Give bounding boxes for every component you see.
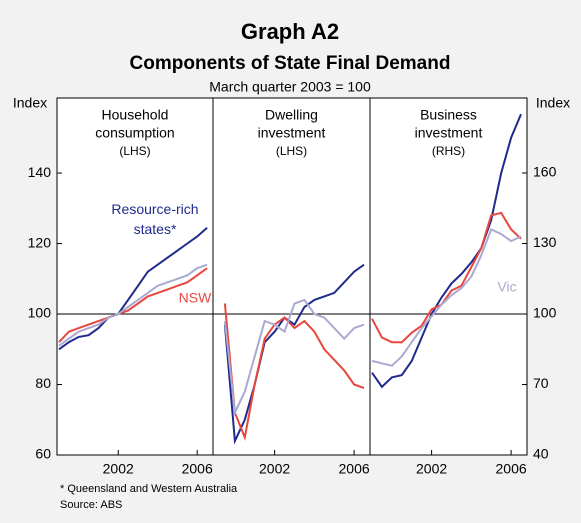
y-tick-label: 40 — [533, 446, 549, 462]
chart-subtitle: Components of State Final Demand — [130, 53, 451, 74]
panel-title: Household — [102, 107, 169, 123]
panel-title: Dwelling — [265, 107, 318, 123]
x-tick-label: 2002 — [416, 461, 447, 477]
series-line — [371, 113, 522, 389]
panel-title: consumption — [95, 125, 174, 141]
series-line — [371, 211, 522, 344]
y-tick-label: 100 — [28, 305, 52, 321]
panel-title: (RHS) — [432, 144, 465, 158]
panel-title: investment — [258, 125, 326, 141]
y-tick-label: 140 — [28, 164, 52, 180]
plot-frame — [56, 97, 528, 456]
series-line — [58, 226, 208, 351]
footnote: * Queensland and Western Australia — [60, 483, 238, 495]
y2-axis-label: Index — [536, 95, 570, 111]
x-tick-label: 2006 — [496, 461, 527, 477]
series-label: NSW — [179, 290, 212, 306]
series-line — [58, 263, 208, 347]
panel-title: (LHS) — [276, 144, 307, 158]
y-tick-label: 80 — [35, 375, 51, 391]
base-note: March quarter 2003 = 100 — [209, 79, 371, 95]
series-line — [223, 298, 365, 417]
series-line — [371, 228, 522, 367]
y-tick-label: 120 — [28, 234, 52, 250]
panel-title: (LHS) — [119, 144, 150, 158]
y-tick-label: 130 — [533, 234, 557, 250]
series-line — [223, 263, 365, 445]
x-tick-label: 2002 — [259, 461, 290, 477]
panel-title: investment — [415, 125, 483, 141]
y-axis-label: Index — [13, 95, 47, 111]
plot-area — [57, 98, 527, 455]
series-line — [223, 303, 365, 441]
y-tick-label: 160 — [533, 164, 557, 180]
source: Source: ABS — [60, 499, 122, 511]
series-label: Resource-rich states* — [111, 201, 198, 237]
chart-title: Graph A2 — [241, 19, 339, 44]
x-tick-label: 2006 — [339, 461, 370, 477]
y-tick-label: 60 — [35, 446, 51, 462]
y-tick-label: 100 — [533, 305, 557, 321]
x-tick-label: 2006 — [182, 461, 213, 477]
series-label: Vic — [497, 279, 516, 295]
x-tick-label: 2002 — [103, 461, 134, 477]
y-tick-label: 70 — [533, 375, 549, 391]
panel-title: Business — [420, 107, 477, 123]
series-line — [58, 267, 208, 343]
